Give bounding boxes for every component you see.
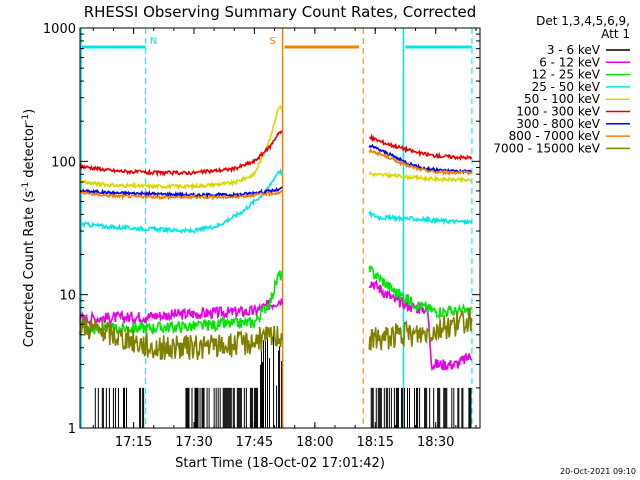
series-segment-1 [80, 170, 282, 232]
series-segment-2 [369, 308, 471, 350]
series-segment-2 [369, 212, 471, 224]
series-segment-1 [80, 131, 282, 174]
series-6-12-kev [80, 281, 472, 370]
footer-timestamp: 20-Oct-2021 09:10 [560, 467, 636, 476]
series-segment-1 [80, 106, 282, 188]
series-25-50-kev [80, 170, 472, 232]
x-tick-label: 18:15 [357, 435, 394, 450]
y-tick-label: 100 [51, 155, 76, 170]
x-tick-label: 17:15 [115, 435, 152, 450]
annotation-label-n: N [150, 36, 157, 47]
legend-header-line-1: Det 1,3,4,5,6,9, [536, 14, 630, 28]
legend-label: 7000 - 15000 keV [493, 141, 600, 155]
y-tick-label: 1000 [43, 22, 76, 37]
chart-title: RHESSI Observing Summary Count Rates, Co… [84, 3, 477, 21]
x-tick-label: 17:45 [236, 435, 273, 450]
legend-header-line-2: Att 1 [601, 27, 630, 41]
y-tick-label: 10 [59, 289, 76, 304]
y-tick-label: 1 [68, 422, 76, 437]
count-rate-chart: RHESSI Observing Summary Count Rates, Co… [0, 0, 640, 480]
x-tick-label: 17:30 [175, 435, 212, 450]
series-12-25-kev [80, 266, 472, 334]
y-axis-label: Corrected Count Rate (s-1 detector-1) [21, 109, 37, 347]
x-tick-label: 18:30 [417, 435, 454, 450]
annotation-label-s: S [269, 36, 275, 47]
x-axis-label: Start Time (18-Oct-02 17:01:42) [175, 456, 385, 471]
x-tick-label: 18:00 [296, 435, 333, 450]
